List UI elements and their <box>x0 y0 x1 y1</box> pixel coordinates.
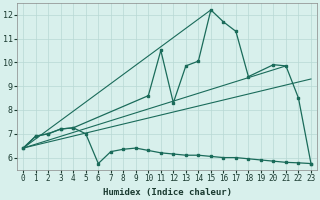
X-axis label: Humidex (Indice chaleur): Humidex (Indice chaleur) <box>103 188 232 197</box>
